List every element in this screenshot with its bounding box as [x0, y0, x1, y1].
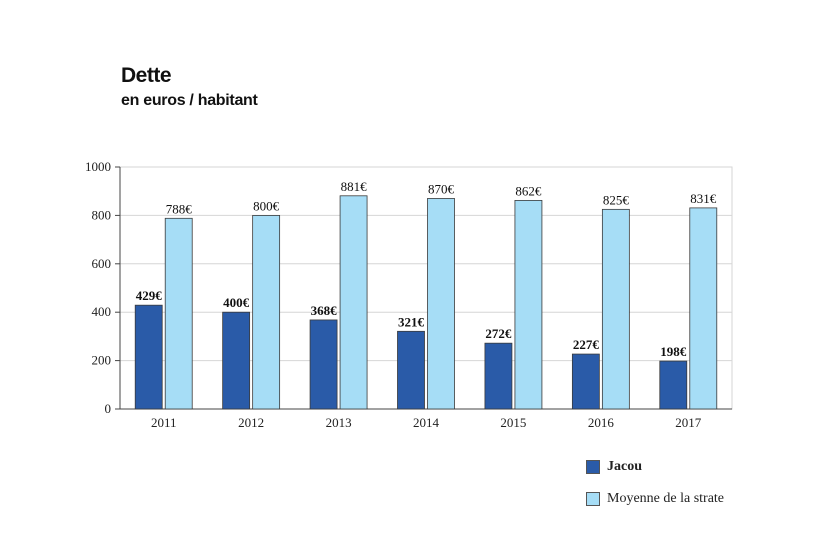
y-tick-label: 200 — [92, 353, 112, 368]
data-label: 881€ — [341, 179, 368, 194]
y-tick-label: 600 — [92, 256, 112, 271]
x-tick-label: 2012 — [238, 415, 264, 430]
bar-moyenne — [164, 217, 193, 410]
bar-jacou — [659, 360, 688, 410]
x-tick-label: 2011 — [151, 415, 177, 430]
data-label: 400€ — [223, 295, 250, 310]
data-label: 862€ — [515, 183, 542, 198]
bar-moyenne — [514, 199, 543, 410]
chart-title: Dette — [121, 64, 172, 87]
bar-moyenne — [252, 214, 281, 410]
data-label: 870€ — [428, 181, 455, 196]
bar-jacou — [397, 330, 425, 410]
data-label: 368€ — [311, 303, 338, 318]
legend-label-moyenne: Moyenne de la strate — [607, 490, 725, 506]
x-tick-label: 2015 — [500, 415, 526, 430]
data-label: 227€ — [573, 337, 600, 352]
bar-moyenne — [427, 198, 455, 410]
data-label: 800€ — [253, 198, 280, 213]
bar-jacou — [571, 353, 600, 410]
data-label: 788€ — [166, 201, 193, 216]
data-label: 198€ — [660, 344, 687, 359]
plot-area — [119, 166, 733, 410]
legend-label-jacou: Jacou — [607, 458, 642, 474]
data-label: 272€ — [485, 326, 512, 341]
bar-moyenne — [339, 195, 368, 410]
bar-jacou — [309, 319, 338, 410]
data-label: 429€ — [136, 288, 163, 303]
chart-subtitle: en euros / habitant — [121, 92, 258, 109]
y-tick-label: 800 — [92, 207, 112, 222]
x-tick-label: 2014 — [413, 415, 440, 430]
bar-jacou — [134, 304, 163, 410]
x-tick-label: 2016 — [588, 415, 615, 430]
x-tick-label: 2017 — [675, 415, 702, 430]
y-tick-label: 0 — [105, 401, 112, 416]
bar-moyenne — [689, 207, 718, 410]
legend-swatch-moyenne — [586, 491, 600, 506]
data-label: 321€ — [398, 314, 425, 329]
bar-jacou — [484, 342, 513, 410]
legend-item-moyenne: Moyenne de la strate — [586, 490, 724, 507]
legend-swatch-jacou — [586, 459, 600, 474]
legend: Jacou Moyenne de la strate — [586, 458, 724, 522]
data-label: 825€ — [603, 192, 630, 207]
bar-moyenne — [601, 208, 630, 410]
y-tick-label: 400 — [92, 304, 112, 319]
bar-jacou — [222, 311, 251, 410]
y-tick-label: 1000 — [85, 159, 111, 174]
x-tick-label: 2013 — [326, 415, 352, 430]
data-label: 831€ — [690, 191, 717, 206]
legend-item-jacou: Jacou — [586, 458, 724, 475]
